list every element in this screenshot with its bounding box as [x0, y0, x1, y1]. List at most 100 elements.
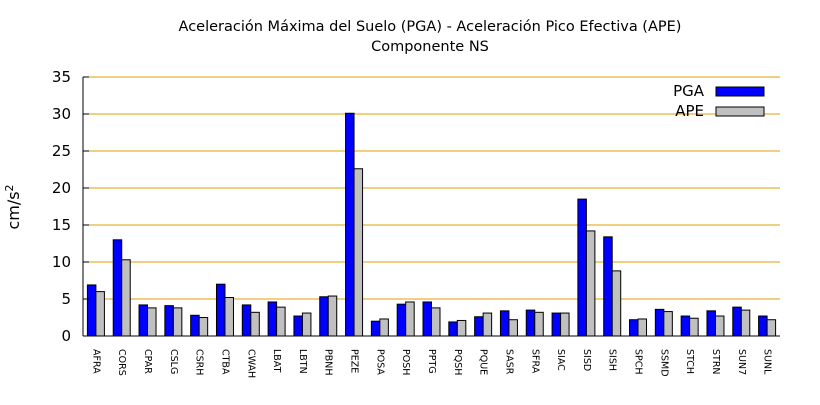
bar-ape-cpar [147, 307, 157, 337]
bar-pga-peze [345, 112, 355, 337]
x-tick-label: LBTN [297, 349, 308, 374]
bar-ape-csrh [198, 317, 209, 337]
bar-ape-siac [560, 312, 570, 337]
x-tick-label: CSLG [168, 349, 179, 374]
axes [82, 76, 780, 337]
bar-ape-pque [482, 312, 493, 337]
bar-pga-spch [629, 319, 639, 337]
y-tick-label: 10 [52, 253, 71, 271]
bar-pga-ssmd [654, 308, 665, 337]
x-tick-label: PBNH [323, 349, 334, 376]
y-tick-label: 25 [52, 142, 71, 160]
bar-pga-pque [474, 316, 484, 337]
y-axis-label-unit: cm/s [4, 191, 23, 229]
bar-pga-posa [370, 320, 381, 337]
y-tick-label: 0 [61, 327, 71, 345]
bar-pga-lbtn [293, 315, 303, 337]
legend-swatch-ape [715, 106, 765, 117]
x-tick-label: AFRA [90, 349, 101, 374]
bar-ape-stch [689, 317, 699, 337]
bar-pga-cpar [138, 304, 149, 337]
bar-pga-sunl [758, 315, 768, 337]
x-tick-label: SUNL [762, 349, 773, 375]
bar-pga-cwah [241, 304, 252, 337]
legend-label-pga: PGA [673, 82, 705, 100]
x-tick-label: POSA [374, 349, 385, 375]
bar-pga-posh [396, 303, 407, 337]
y-tick-label: 5 [61, 290, 71, 308]
bar-ape-afra [95, 291, 105, 337]
legend-swatch-pga [715, 86, 765, 97]
bar-pga-cslg [164, 305, 174, 337]
y-tick-label: 35 [52, 68, 71, 86]
x-tick-label: CSRH [194, 349, 205, 375]
bar-ape-sisd [585, 230, 596, 337]
bars [86, 112, 777, 337]
x-tick-label: PQUE [478, 349, 489, 375]
legend-label-ape: APE [675, 102, 704, 120]
x-tick-label: SISD [581, 349, 592, 371]
bar-ape-ctba [224, 297, 234, 337]
chart-subtitle: Componente NS [371, 39, 489, 55]
gridlines [83, 76, 780, 300]
bar-pga-csrh [190, 314, 200, 337]
bar-ape-sunl [766, 319, 777, 337]
x-tick-label: PQSH [452, 349, 463, 375]
x-tick-label: STCH [684, 349, 695, 374]
bar-ape-lbtn [301, 312, 312, 337]
bar-pga-afra [86, 284, 97, 337]
x-tick-label: STRN [710, 349, 721, 375]
bar-pga-pqsh [448, 321, 458, 337]
x-tick-label: SPCH [633, 349, 644, 375]
bar-ape-cslg [172, 307, 183, 337]
bar-ape-pbnh [327, 295, 338, 337]
x-tick-label: PEZE [349, 349, 360, 373]
bar-pga-strn [706, 310, 716, 337]
x-tick-label: POSH [400, 349, 411, 375]
x-tick-label: SFRA [529, 349, 540, 374]
x-tick-label: CTBA [219, 349, 230, 375]
bar-ape-cors [121, 259, 131, 337]
y-axis-ticks: 0 5 10 15 20 25 30 35 [52, 68, 71, 345]
bar-pga-pptg [422, 301, 432, 337]
x-tick-label: CPAR [142, 349, 153, 374]
y-axis-label: cm/s2 [3, 184, 23, 229]
y-axis-label-superscript: 2 [3, 184, 16, 191]
chart-title: Aceleración Máxima del Suelo (PGA) - Ace… [179, 19, 682, 35]
y-tick-label: 15 [52, 216, 71, 234]
bar-pga-pbnh [319, 296, 329, 337]
bar-pga-siac [551, 312, 562, 337]
bar-ape-posh [405, 301, 415, 337]
bar-ape-strn [714, 315, 725, 337]
x-tick-label: SASR [503, 349, 514, 375]
bar-ape-lbat [276, 306, 286, 337]
bar-ape-posa [379, 318, 389, 337]
x-tick-label: SISH [607, 349, 618, 371]
bar-ape-sun7 [740, 309, 751, 337]
x-axis-ticks: AFRA CORS CPAR CSLG CSRH CTBA CWAH LBAT LBTN PBNH… [90, 349, 772, 378]
bar-ape-sfra [534, 311, 544, 337]
bar-pga-lbat [267, 301, 278, 337]
bar-pga-ctba [215, 283, 226, 337]
x-tick-label: PPTG [426, 349, 437, 374]
bar-pga-sasr [499, 310, 510, 337]
legend: PGA APE [673, 82, 765, 120]
x-tick-label: CORS [116, 349, 127, 376]
bar-ape-spch [637, 318, 648, 337]
x-tick-label: SIAC [555, 349, 566, 371]
bar-pga-sisd [577, 198, 587, 337]
bar-pga-stch [680, 315, 691, 337]
x-tick-label: LBAT [271, 349, 282, 373]
x-tick-label: CWAH [245, 349, 256, 378]
bar-ape-peze [353, 168, 364, 337]
y-tick-label: 20 [52, 179, 71, 197]
x-tick-label: SUN7 [736, 349, 747, 375]
bar-pga-sish [603, 236, 613, 337]
bar-pga-sfra [525, 309, 536, 337]
bar-pga-cors [112, 239, 123, 337]
bar-ape-sish [611, 270, 622, 337]
bar-pga-sun7 [732, 306, 742, 337]
bar-ape-pptg [431, 307, 441, 337]
